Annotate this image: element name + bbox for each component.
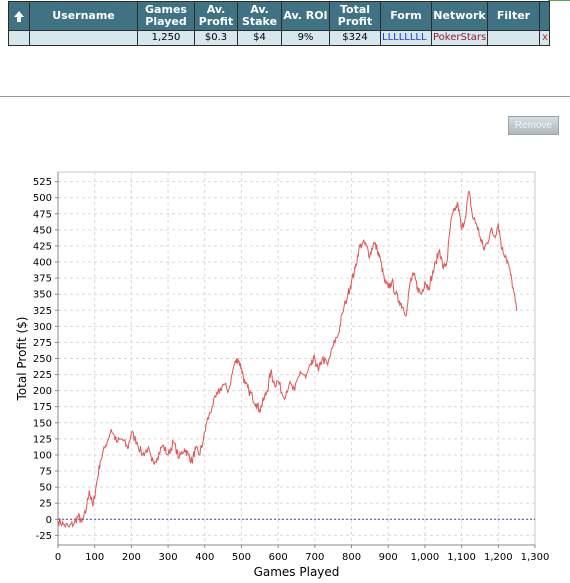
y-tick-label: 200 [33,386,52,397]
y-tick-label: 75 [39,467,52,478]
av-stake-column-header[interactable]: Av. Stake [237,1,282,31]
games-played-cell: 1,250 [137,30,195,46]
player-stats-table: Username Games Played Av. Profit Av. Sta… [8,1,550,46]
sort-column-header[interactable] [8,1,30,31]
av-roi-column-header[interactable]: Av. ROI [281,1,330,31]
y-tick-label: 450 [33,225,52,236]
x-tick-label: 1,100 [447,552,476,563]
row-sort-cell [8,30,30,46]
y-tick-label: 375 [33,274,52,285]
av-profit-cell: $0.3 [194,30,238,46]
y-tick-label: 150 [33,418,52,429]
y-tick-label: 525 [33,177,52,188]
filter-column-header[interactable]: Filter [487,1,540,31]
x-tick-label: 600 [269,552,288,563]
x-tick-label: 100 [85,552,104,563]
username-cell [29,30,138,46]
x-axis-title: Games Played [254,565,340,579]
profit-chart: 0 100 200 300 400 500 600 700 800 900 1,000 1,100 1,… [15,171,549,579]
y-tick-label: 100 [33,450,52,461]
table-row[interactable]: 1,250 $0.3 $4 9% $324 LLLLLLLL PokerStar… [8,30,550,46]
total-profit-cell: $324 [329,30,381,46]
y-tick-label: 50 [39,483,52,494]
y-axis-title: Total Profit ($) [15,317,29,402]
x-tick-label: 200 [122,552,141,563]
x-tick-label: 700 [305,552,324,563]
section-divider [0,96,570,97]
window-corner-tab [548,0,570,1]
chart-tick-labels: 0 100 200 300 400 500 600 700 800 900 1,000 1,100 1,… [33,177,549,563]
y-tick-label: 175 [33,402,52,413]
y-tick-label: 275 [33,338,52,349]
filter-cell[interactable] [487,30,540,46]
x-tick-label: 900 [379,552,398,563]
y-tick-label: 425 [33,241,52,252]
chart-series [57,190,518,529]
remove-row-button[interactable]: x [539,30,550,46]
y-tick-label: 500 [33,193,52,204]
network-column-header[interactable]: Network [431,1,488,31]
profit-series-line [57,190,518,529]
chart-axes [55,171,536,548]
form-cell: LLLLLLLL [380,30,432,46]
y-tick-label: 350 [33,290,52,301]
av-stake-cell: $4 [237,30,282,46]
total-profit-column-header[interactable]: Total Profit [329,1,381,31]
x-tick-label: 800 [342,552,361,563]
x-tick-label: 400 [195,552,214,563]
plot-background [58,172,535,545]
form-column-header[interactable]: Form [380,1,432,31]
y-tick-label: -25 [36,531,52,542]
y-tick-label: 475 [33,209,52,220]
x-tick-label: 0 [55,552,61,563]
chart-grid [57,172,536,545]
y-tick-label: 250 [33,354,52,365]
y-tick-label: 125 [33,434,52,445]
y-tick-label: 300 [33,322,52,333]
sort-up-arrow-icon[interactable] [14,11,24,22]
x-tick-label: 1,200 [484,552,513,563]
y-tick-label: 325 [33,306,52,317]
y-tick-label: 25 [39,499,52,510]
remove-button[interactable]: Remove [508,116,559,135]
y-tick-label: 400 [33,258,52,269]
username-column-header[interactable]: Username [29,1,138,31]
y-tick-label: 0 [46,515,52,526]
actions-column-header [539,1,550,31]
network-cell: PokerStars [431,30,488,46]
y-tick-label: 225 [33,370,52,381]
av-profit-column-header[interactable]: Av. Profit [194,1,238,31]
x-tick-label: 500 [232,552,251,563]
av-roi-cell: 9% [281,30,330,46]
games-played-column-header[interactable]: Games Played [137,1,195,31]
x-tick-label: 1,000 [411,552,440,563]
x-tick-label: 300 [159,552,178,563]
x-tick-label: 1,300 [521,552,550,563]
